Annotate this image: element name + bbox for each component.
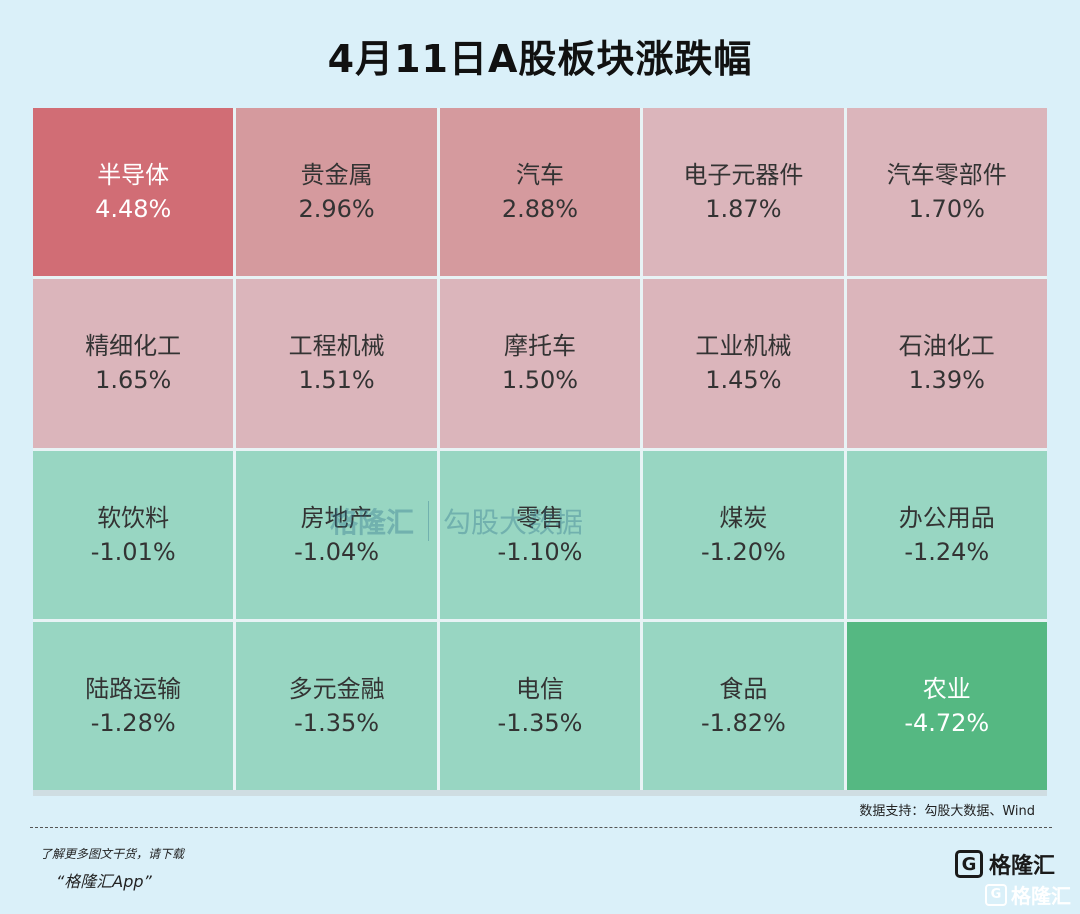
cell-value: -1.35% [294,708,380,737]
cell-name: 多元金融 [288,674,385,703]
heatmap-cell: 食品 -1.82% [643,621,844,790]
cell-value: -4.72% [904,708,990,737]
heatmap-cell: 陆路运输 -1.28% [33,621,234,790]
cell-name: 食品 [719,674,768,703]
cell-value: 1.50% [501,366,579,395]
cell-name: 农业 [922,674,971,703]
heatmap-cell: 精细化工 1.65% [33,279,234,448]
heatmap-cell: 电子元器件 1.87% [643,108,844,277]
brand-watermark: G 格隆汇 [985,880,1071,909]
data-source: 数据支持：勾股大数据、Wind [859,804,1035,819]
cell-value: -1.82% [700,708,786,737]
heatmap-cell: 零售 -1.10% [439,450,641,619]
cell-name: 电子元器件 [683,161,804,190]
cell-value: 1.70% [908,195,985,224]
cell-value: 1.65% [95,366,172,395]
heatmap-cell: 汽车零部件 1.70% [846,108,1047,277]
cell-name: 贵金属 [300,161,373,190]
cell-value: -1.01% [90,537,176,566]
cell-value: 1.87% [705,195,782,224]
cell-name: 陆路运输 [85,674,182,703]
cell-name: 工业机械 [695,332,792,361]
heatmap-cell: 半导体 4.48% [33,108,234,277]
heatmap-cell: 房地产 -1.04% [236,450,437,619]
brand-watermark-g-icon: G [985,883,1007,906]
heatmap-cell: 贵金属 2.96% [236,108,437,277]
cell-name: 精细化工 [85,332,182,361]
chart-title: 4月11日A股板块涨跌幅 [327,37,753,81]
cell-value: 1.45% [705,366,782,395]
cell-value: 1.51% [298,366,375,395]
cell-value: -1.20% [700,537,786,566]
cell-value: -1.35% [497,708,583,737]
cell-name: 汽车 [515,161,564,190]
cell-value: -1.04% [294,537,380,566]
heatmap-cell: 摩托车 1.50% [439,279,641,448]
cell-name: 房地产 [300,503,373,532]
cell-value: 4.48% [95,195,172,224]
cell-name: 办公用品 [898,503,995,532]
heatmap-cell: 汽车 2.88% [439,108,641,277]
heatmap-cell: 办公用品 -1.24% [846,450,1047,619]
cell-name: 煤炭 [719,503,768,532]
cell-name: 摩托车 [503,332,576,361]
brand-logo: G 格隆汇 [955,848,1055,880]
heatmap-cell: 工业机械 1.45% [643,279,844,448]
divider [30,827,1052,828]
cell-name: 半导体 [97,161,170,190]
cell-value: 2.88% [501,195,579,224]
heatmap-cell: 农业 -4.72% [846,621,1047,790]
cell-value: -1.24% [904,537,990,566]
cell-name: 软饮料 [97,503,170,532]
cell-value: -1.28% [90,708,176,737]
heatmap-cell: 多元金融 -1.35% [236,621,437,790]
cell-value: -1.10% [497,537,583,566]
heatmap-cell: 软饮料 -1.01% [33,450,234,619]
brand-g-icon: G [955,850,983,878]
cell-name: 石油化工 [898,332,995,361]
heatmap-cell: 工程机械 1.51% [236,279,437,448]
cell-name: 汽车零部件 [886,161,1007,190]
promo-line-2: “格隆汇App” [56,872,152,891]
cell-name: 零售 [515,503,564,532]
heatmap-grid: 半导体 4.48% 贵金属 2.96% 汽车 2.88% 电子元器件 1.87% 汽车零部件 1.… [33,108,1047,796]
brand-name: 格隆汇 [989,854,1056,879]
cell-value: 2.96% [298,195,375,224]
heatmap-cell: 煤炭 -1.20% [643,450,844,619]
cell-name: 工程机械 [288,332,385,361]
cell-value: 1.39% [908,366,985,395]
promo-line-1: 了解更多图文干货，请下载 [40,847,185,861]
heatmap-cell: 石油化工 1.39% [846,279,1047,448]
cell-name: 电信 [515,674,564,703]
brand-watermark-name: 格隆汇 [1011,884,1071,908]
heatmap-cell: 电信 -1.35% [439,621,641,790]
